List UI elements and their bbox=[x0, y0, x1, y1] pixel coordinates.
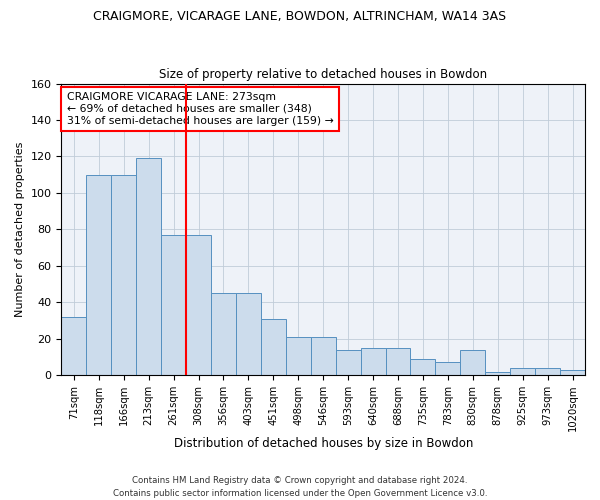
Bar bbox=[61, 317, 86, 375]
Text: Contains HM Land Registry data © Crown copyright and database right 2024.
Contai: Contains HM Land Registry data © Crown c… bbox=[113, 476, 487, 498]
Y-axis label: Number of detached properties: Number of detached properties bbox=[15, 142, 25, 317]
Bar bbox=[86, 174, 111, 375]
Bar bbox=[261, 318, 286, 375]
Bar bbox=[111, 174, 136, 375]
Bar bbox=[485, 372, 510, 375]
Bar bbox=[286, 337, 311, 375]
Bar bbox=[535, 368, 560, 375]
Title: Size of property relative to detached houses in Bowdon: Size of property relative to detached ho… bbox=[159, 68, 487, 81]
Bar bbox=[211, 293, 236, 375]
Bar bbox=[361, 348, 386, 375]
Bar bbox=[311, 337, 335, 375]
Bar bbox=[136, 158, 161, 375]
Bar bbox=[510, 368, 535, 375]
Bar bbox=[460, 350, 485, 375]
X-axis label: Distribution of detached houses by size in Bowdon: Distribution of detached houses by size … bbox=[173, 437, 473, 450]
Bar bbox=[161, 235, 186, 375]
Bar bbox=[186, 235, 211, 375]
Bar bbox=[560, 370, 585, 375]
Bar bbox=[386, 348, 410, 375]
Bar bbox=[335, 350, 361, 375]
Bar bbox=[410, 359, 436, 375]
Text: CRAIGMORE, VICARAGE LANE, BOWDON, ALTRINCHAM, WA14 3AS: CRAIGMORE, VICARAGE LANE, BOWDON, ALTRIN… bbox=[94, 10, 506, 23]
Bar bbox=[436, 362, 460, 375]
Bar bbox=[236, 293, 261, 375]
Text: CRAIGMORE VICARAGE LANE: 273sqm
← 69% of detached houses are smaller (348)
31% o: CRAIGMORE VICARAGE LANE: 273sqm ← 69% of… bbox=[67, 92, 334, 126]
